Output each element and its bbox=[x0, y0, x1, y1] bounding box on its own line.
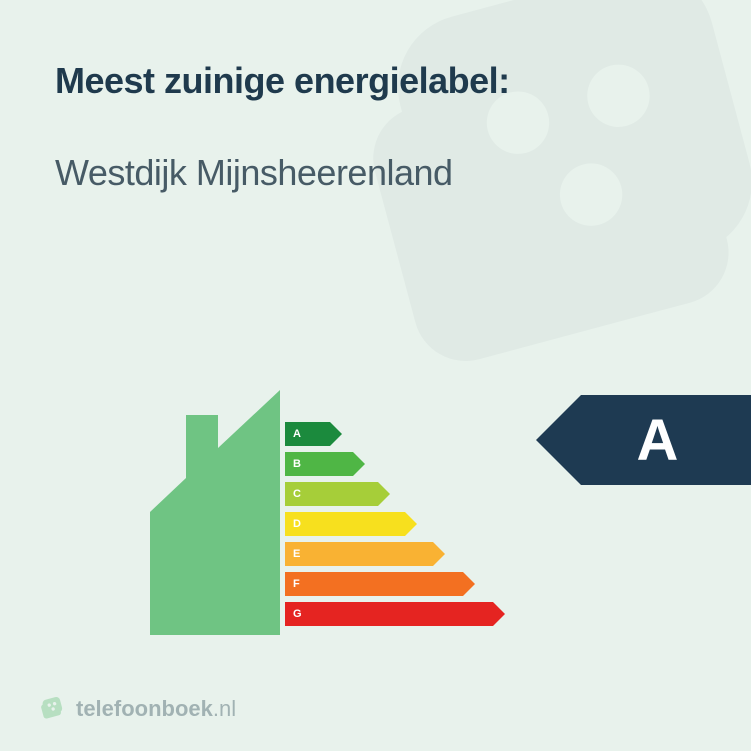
energy-bar-row: E bbox=[285, 540, 493, 568]
energy-bar: F bbox=[285, 572, 463, 596]
energy-bar: C bbox=[285, 482, 378, 506]
energy-bar-label: E bbox=[293, 548, 300, 560]
energy-badge: A bbox=[536, 395, 751, 485]
content-area: Meest zuinige energielabel: Westdijk Mij… bbox=[0, 0, 751, 194]
house-icon bbox=[150, 390, 280, 635]
footer-brand-tld: .nl bbox=[213, 696, 236, 721]
page-title: Meest zuinige energielabel: bbox=[55, 60, 696, 102]
badge-letter: A bbox=[637, 407, 679, 474]
energy-bar: G bbox=[285, 602, 493, 626]
energy-bar-row: B bbox=[285, 450, 493, 478]
footer-brand-name: telefoonboek bbox=[76, 696, 213, 721]
footer-brand: telefoonboek.nl bbox=[76, 696, 236, 722]
energy-bar-label: B bbox=[293, 458, 301, 470]
energy-bar: B bbox=[285, 452, 353, 476]
footer: telefoonboek.nl bbox=[38, 695, 236, 723]
energy-bar-label: C bbox=[293, 488, 301, 500]
energy-bar-row: F bbox=[285, 570, 493, 598]
energy-bar-row: D bbox=[285, 510, 493, 538]
energy-bar: D bbox=[285, 512, 405, 536]
energy-bar: A bbox=[285, 422, 330, 446]
footer-logo-icon bbox=[38, 695, 66, 723]
energy-bar-label: D bbox=[293, 518, 301, 530]
energy-bar-row: A bbox=[285, 420, 493, 448]
location-name: Westdijk Mijnsheerenland bbox=[55, 152, 696, 194]
energy-bar-label: F bbox=[293, 578, 300, 590]
energy-bar-row: C bbox=[285, 480, 493, 508]
energy-bar-row: G bbox=[285, 600, 493, 628]
house-shape bbox=[150, 390, 280, 635]
energy-bar-label: A bbox=[293, 428, 301, 440]
energy-bar-label: G bbox=[293, 608, 302, 620]
energy-bar: E bbox=[285, 542, 433, 566]
energy-bars: A B C D E F G bbox=[285, 420, 493, 630]
